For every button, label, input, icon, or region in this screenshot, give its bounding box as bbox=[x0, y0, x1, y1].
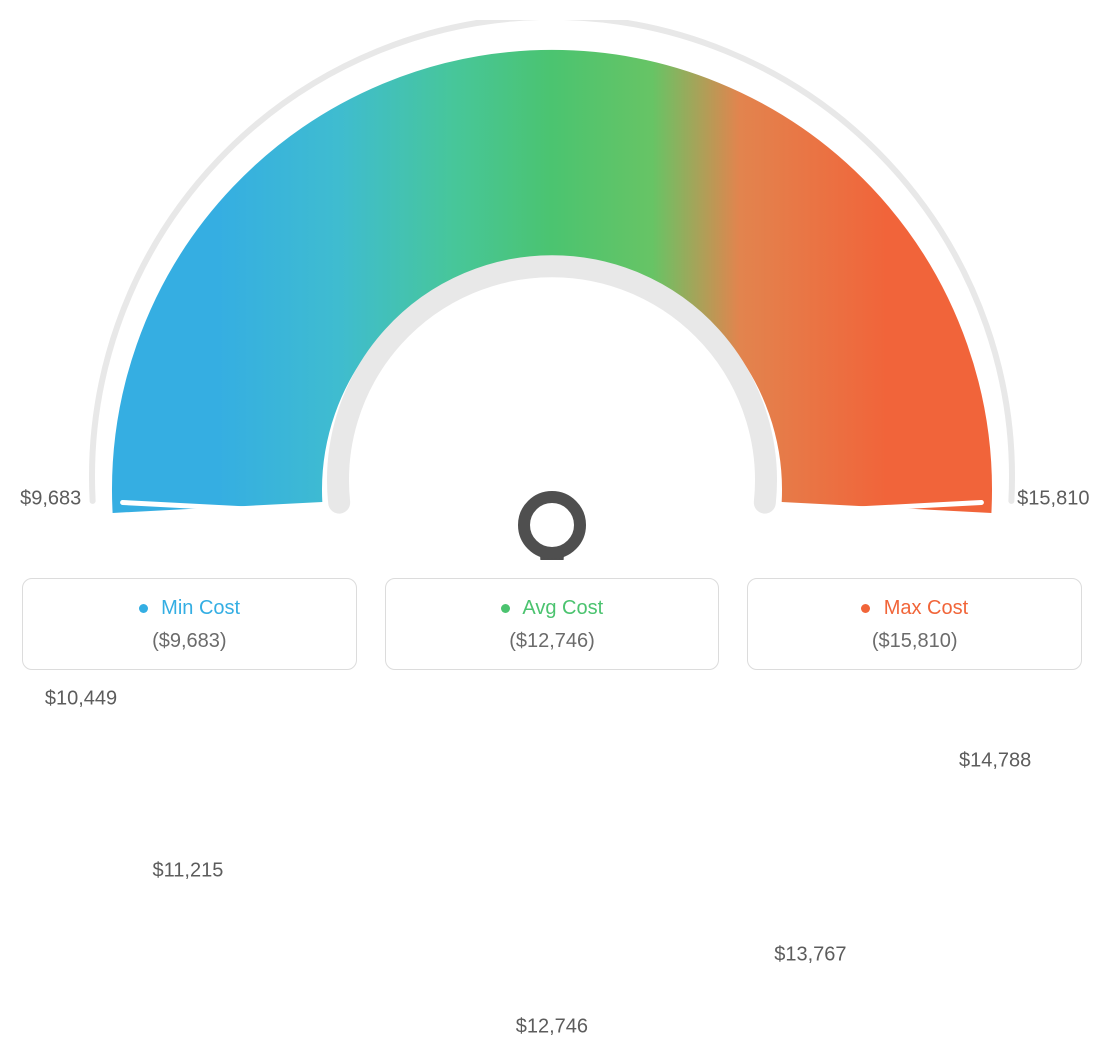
legend-value-min: ($9,683) bbox=[33, 630, 346, 653]
legend-card-min: Min Cost ($9,683) bbox=[22, 578, 357, 670]
gauge-tick-label: $11,215 bbox=[153, 859, 224, 882]
gauge-tick-label: $13,767 bbox=[774, 944, 846, 967]
legend-title-max: Max Cost bbox=[758, 597, 1071, 620]
gauge-tick-label: $9,683 bbox=[20, 487, 81, 510]
legend-title-text: Avg Cost bbox=[522, 597, 603, 619]
gauge-svg bbox=[22, 20, 1082, 560]
legend-title-avg: Avg Cost bbox=[396, 597, 709, 620]
legend-card-max: Max Cost ($15,810) bbox=[747, 578, 1082, 670]
legend-value-avg: ($12,746) bbox=[396, 630, 709, 653]
legend-value-max: ($15,810) bbox=[758, 630, 1071, 653]
legend-title-text: Max Cost bbox=[884, 597, 968, 619]
dot-icon bbox=[501, 604, 510, 613]
gauge-tick-label: $15,810 bbox=[1017, 487, 1089, 510]
gauge-tick-label: $10,449 bbox=[45, 687, 117, 710]
gauge-tick-label: $12,746 bbox=[516, 1016, 588, 1039]
legend-row: Min Cost ($9,683) Avg Cost ($12,746) Max… bbox=[22, 578, 1082, 670]
legend-title-min: Min Cost bbox=[33, 597, 346, 620]
dot-icon bbox=[861, 604, 870, 613]
legend-title-text: Min Cost bbox=[161, 597, 240, 619]
legend-card-avg: Avg Cost ($12,746) bbox=[385, 578, 720, 670]
dot-icon bbox=[139, 604, 148, 613]
cost-gauge-chart: $9,683$10,449$11,215$12,746$13,767$14,78… bbox=[22, 20, 1082, 560]
gauge-tick-label: $14,788 bbox=[959, 749, 1031, 772]
